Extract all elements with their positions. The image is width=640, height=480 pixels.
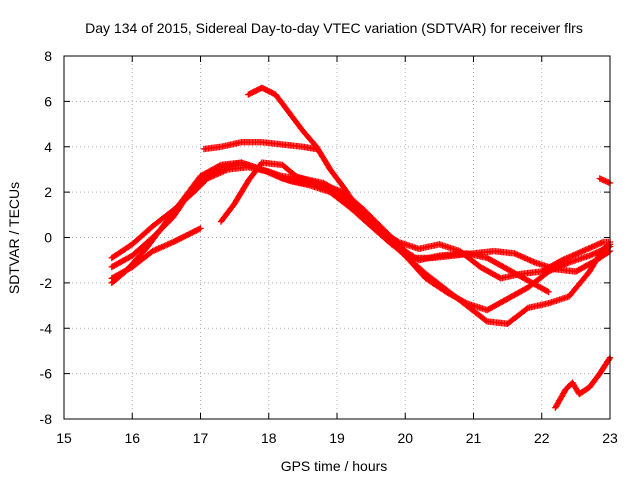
y-tick-label: 4 bbox=[44, 139, 52, 155]
series-trace-h bbox=[552, 354, 614, 411]
x-tick-label: 17 bbox=[193, 430, 209, 446]
y-tick-label: -6 bbox=[40, 366, 53, 382]
x-axis-label: GPS time / hours bbox=[281, 458, 388, 474]
x-tick-label: 21 bbox=[466, 430, 482, 446]
series-trace-e bbox=[200, 139, 320, 153]
y-tick-label: 2 bbox=[44, 184, 52, 200]
series-marks bbox=[552, 354, 614, 411]
x-tick-label: 23 bbox=[602, 430, 618, 446]
y-tick-label: -4 bbox=[40, 320, 53, 336]
tick-labels: 15 16 17 18 19 20 21 22 23 -8 -6 -4 -2 0 2 4 6 8 bbox=[40, 48, 618, 446]
series-trace-f bbox=[217, 159, 614, 327]
x-tick-label: 16 bbox=[124, 430, 140, 446]
plot-frame bbox=[63, 55, 611, 420]
series-marks bbox=[245, 84, 614, 282]
y-tick-label: 8 bbox=[44, 48, 52, 64]
series-marks bbox=[200, 139, 320, 153]
x-tick-label: 22 bbox=[534, 430, 550, 446]
data-marks bbox=[108, 84, 614, 411]
x-tick-label: 20 bbox=[397, 430, 413, 446]
x-tick-label: 19 bbox=[329, 430, 345, 446]
chart-title: Day 134 of 2015, Sidereal Day-to-day VTE… bbox=[85, 20, 583, 36]
x-tick-label: 18 bbox=[261, 430, 277, 446]
y-axis-label: SDTVAR / TECUs bbox=[6, 182, 22, 294]
x-tick-label: 15 bbox=[56, 430, 72, 446]
y-tick-label: 6 bbox=[44, 93, 52, 109]
y-tick-label: -8 bbox=[40, 411, 53, 427]
y-tick-label: 0 bbox=[44, 230, 52, 246]
series-trace-g bbox=[245, 84, 614, 282]
series-marks bbox=[217, 159, 614, 327]
y-tick-label: -2 bbox=[40, 275, 53, 291]
